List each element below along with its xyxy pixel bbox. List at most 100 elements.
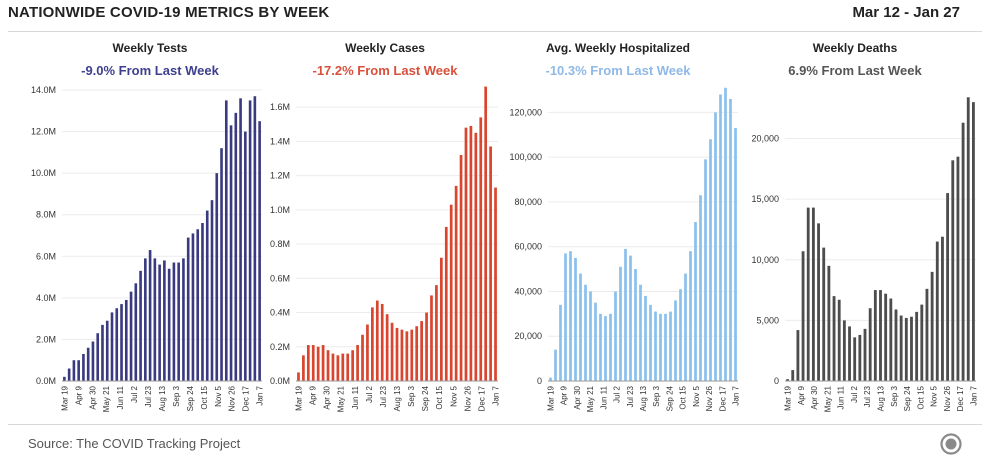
deaths-y-tick-label: 0 [774,376,779,386]
deaths-bar [935,241,939,381]
deaths-x-tick-label: Nov 26 [943,385,952,411]
hospitalized-bar [584,284,587,381]
deaths-bar [925,288,929,381]
hospitalized-bar [574,257,577,381]
deaths-x-tick-label: Apr 30 [810,385,819,409]
deaths-bar [889,298,893,381]
hospitalized-y-tick-label: 120,000 [509,107,542,117]
cases-bar [474,132,478,381]
cases-bar [390,322,394,381]
hospitalized-bar [704,159,707,381]
cases-y-tick-label: 0.0M [270,376,290,386]
deaths-bar [817,223,820,381]
cases-bar [405,331,409,381]
deaths-x-tick-label: Nov 5 [930,385,939,406]
hospitalized-y-tick-label: 100,000 [509,152,542,162]
deaths-x-tick-label: Sep 24 [903,385,912,411]
cases-bar [297,372,300,381]
tests-bar [86,347,90,381]
hospitalized-bar [654,311,657,381]
deaths-bar [951,160,955,381]
tests-y-tick-label: 0.0M [36,376,56,386]
cases-bar [439,257,443,381]
hospitalized-y-tick-label: 20,000 [514,331,542,341]
deaths-bar [801,251,805,381]
cases-x-tick-label: Mar 19 [294,385,303,410]
deaths-y-tick-label: 5,000 [756,315,779,325]
deaths-bar [930,271,934,381]
deaths-bar [837,299,841,381]
deaths-y-tick-label: 10,000 [751,255,779,265]
tests-x-tick-label: Sep 3 [172,385,181,406]
hospitalized-bar [549,377,552,381]
hospitalized-bar [644,295,647,381]
hospitalized-y-tick-label: 0 [537,376,542,386]
tests-x-tick-label: Apr 9 [74,385,83,405]
cases-bar [400,329,404,381]
page-title: NATIONWIDE COVID-19 METRICS BY WEEK [8,4,330,21]
deaths-y-tick-label: 20,000 [751,134,779,144]
cases-y-tick-label: 1.2M [270,171,290,181]
cases-bar [316,346,320,381]
hospitalized-x-tick-label: Sep 24 [665,385,674,411]
panel-change-hospitalized: -10.3% From Last Week [545,63,691,78]
hospitalized-bar [634,269,637,381]
cases-x-tick-label: Apr 9 [309,385,318,405]
cases-x-tick-label: Jul 2 [365,385,374,402]
cases-bar [425,312,428,381]
hospitalized-x-tick-label: Apr 9 [560,385,569,405]
tests-x-tick-label: Sep 24 [186,385,195,411]
hospitalized-bar [649,304,652,381]
tests-bar [177,262,180,381]
hospitalized-bar [579,273,582,381]
deaths-x-tick-label: Apr 9 [797,385,806,405]
tests-bar [120,304,123,381]
tests-bar [129,291,133,381]
cases-bar [454,185,458,381]
cases-x-tick-label: May 21 [337,385,346,412]
deaths-x-tick-label: Mar 19 [784,385,793,410]
deaths-bar [848,326,851,381]
tests-bar [77,360,80,381]
cases-bar [385,314,389,381]
deaths-x-tick-label: Jan 7 [969,385,978,405]
tests-bar [253,96,257,381]
hospitalized-bar [719,94,722,381]
hospitalized-bar [699,195,702,381]
hospitalized-x-tick-label: Apr 30 [573,385,582,409]
cases-bar [395,327,399,381]
hospitalized-bar [639,284,642,381]
cases-bar [356,345,359,381]
tests-bar [96,333,100,381]
hospitalized-bar [604,316,607,381]
tests-bar [72,360,76,381]
deaths-x-tick-label: Jun 11 [837,385,846,409]
hospitalized-bar [594,302,597,381]
hospitalized-bar [624,248,627,381]
deaths-x-tick-label: Jul 23 [863,385,872,407]
hospitalized-bar [569,251,572,381]
tests-bar [124,299,128,381]
hospitalized-bar [669,311,672,381]
cases-x-tick-label: Dec 17 [477,385,486,411]
hospitalized-bar [599,313,602,381]
cases-y-tick-label: 1.4M [270,136,290,146]
hospitalized-bar [609,313,612,381]
cases-bar [430,295,433,381]
hospitalized-x-tick-label: Nov 26 [705,385,714,411]
deaths-bar [961,122,965,382]
cases-bar [321,345,325,381]
tests-bar [220,148,223,381]
hospitalized-bar [714,112,717,381]
deaths-bar [827,265,831,381]
tests-bar [82,353,85,381]
deaths-bar [811,207,815,381]
deaths-bar [946,193,950,381]
deaths-x-tick-label: Oct 15 [916,385,925,409]
deaths-bar [910,316,913,381]
hospitalized-x-tick-label: Aug 13 [639,385,648,411]
tests-bar [258,121,261,381]
deaths-bar [796,330,800,381]
hospitalized-bar [709,139,712,381]
deaths-bar [971,102,975,381]
